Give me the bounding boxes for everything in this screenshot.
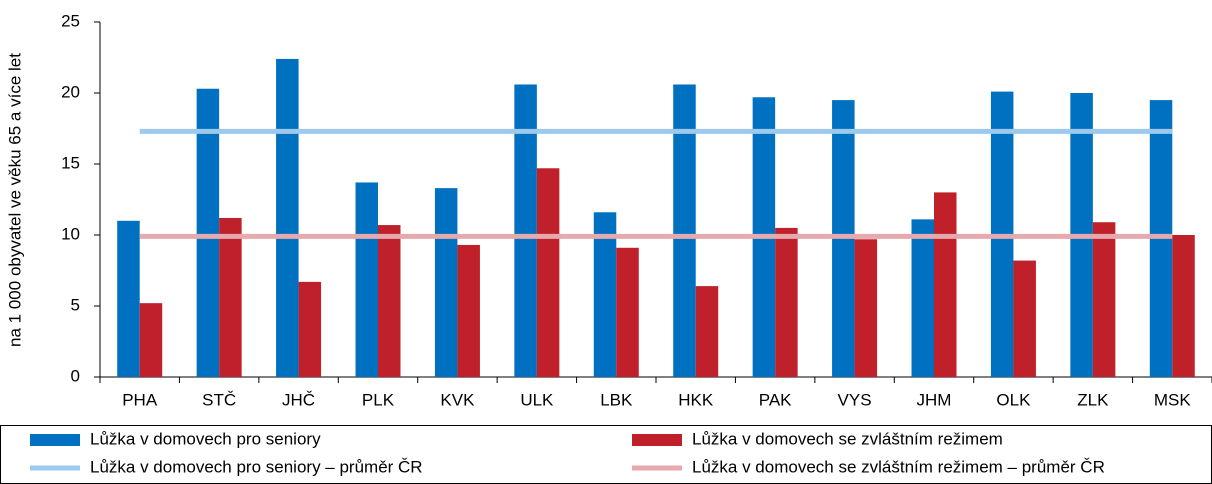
bar	[457, 244, 480, 377]
bar	[298, 281, 322, 377]
bar	[355, 182, 378, 377]
y-tick-label: 0	[71, 366, 80, 385]
bar	[616, 247, 639, 377]
x-tick-label: PAK	[759, 390, 792, 409]
bar	[536, 168, 560, 377]
x-tick-label: PHA	[122, 390, 158, 409]
bar	[854, 239, 878, 377]
bar	[911, 219, 934, 377]
x-tick-label: JHČ	[282, 390, 315, 409]
bar	[276, 58, 299, 378]
bar	[1172, 235, 1195, 377]
legend-swatch	[30, 434, 80, 446]
legend-label: Lůžka v domovech se zvláštním režimem – …	[692, 457, 1105, 476]
bar	[673, 84, 696, 377]
x-tick-label: ULK	[520, 390, 554, 409]
bar	[1013, 260, 1036, 377]
y-tick-label: 25	[61, 11, 80, 30]
x-tick-label: STČ	[202, 390, 236, 409]
bar	[514, 84, 537, 377]
x-tick-label: VYS	[838, 390, 872, 409]
bar	[593, 212, 617, 377]
x-tick-label: JHM	[917, 390, 952, 409]
bar	[1092, 222, 1116, 377]
x-tick-label: LBK	[600, 390, 633, 409]
bar	[117, 220, 140, 377]
bar	[196, 88, 220, 378]
x-tick-label: MSK	[1154, 390, 1192, 409]
legend-label: Lůžka v domovech pro seniory	[90, 429, 321, 448]
x-tick-label: OLK	[996, 390, 1031, 409]
bar	[775, 227, 798, 377]
bar	[934, 192, 957, 377]
x-tick-label: HKK	[678, 390, 714, 409]
x-tick-label: KVK	[440, 390, 475, 409]
legend-swatch	[632, 434, 682, 446]
bar	[139, 303, 163, 377]
x-tick-label: PLK	[362, 390, 395, 409]
legend-label: Lůžka v domovech pro seniory – průměr ČR	[90, 457, 423, 476]
y-tick-label: 20	[61, 82, 80, 101]
bar	[378, 225, 401, 377]
x-tick-label: ZLK	[1077, 390, 1109, 409]
legend-label: Lůžka v domovech se zvláštním režimem	[692, 429, 1003, 448]
bar	[219, 217, 242, 377]
y-axis-label: na 1 000 obyvatel ve věku 65 a více let	[5, 53, 24, 347]
bar	[434, 188, 458, 377]
y-tick-label: 5	[71, 295, 80, 314]
y-tick-label: 10	[61, 224, 80, 243]
y-tick-label: 15	[61, 153, 80, 172]
bar	[695, 286, 719, 377]
